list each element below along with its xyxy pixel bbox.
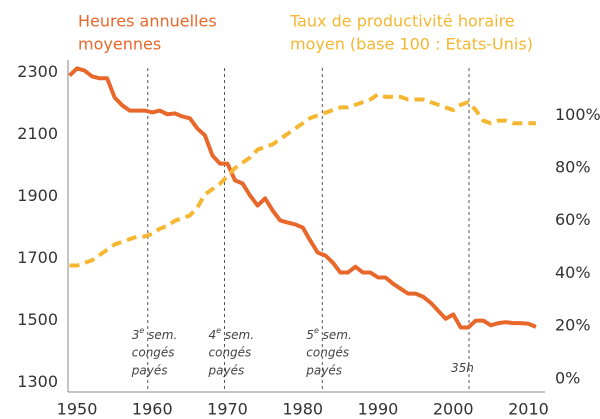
annotation-rest: sem. bbox=[221, 328, 254, 342]
annotation-label: 3e sem. bbox=[132, 326, 178, 342]
y-tick-label: 1700 bbox=[17, 248, 58, 267]
y2-tick-label: 80% bbox=[555, 158, 591, 177]
series-line bbox=[68, 66, 537, 330]
right-title: Taux de productivité horaire bbox=[289, 12, 515, 31]
x-tick-label: 2010 bbox=[508, 400, 549, 419]
annotation-sup: e bbox=[216, 326, 221, 335]
annotation-number: 4 bbox=[209, 328, 217, 342]
x-tick-label: 1990 bbox=[358, 400, 399, 419]
x-tick-label: 2000 bbox=[433, 400, 474, 419]
series-line bbox=[69, 92, 536, 268]
y2-tick-label: 20% bbox=[555, 316, 591, 335]
annotation-rest: sem. bbox=[144, 328, 177, 342]
annotation-number: 5 bbox=[306, 328, 314, 342]
left-title: moyennes bbox=[78, 35, 161, 54]
annotation-label: congés bbox=[209, 346, 252, 360]
annotation-label: 5e sem. bbox=[306, 326, 352, 342]
y2-tick-label: 100% bbox=[555, 105, 600, 124]
y2-tick-label: 40% bbox=[555, 263, 591, 282]
annotation-label: payés bbox=[208, 364, 245, 378]
y-tick-label: 1300 bbox=[17, 372, 58, 391]
annotation-label: 35h bbox=[451, 361, 474, 375]
x-tick-label: 1970 bbox=[207, 400, 248, 419]
annotation-label: 4e sem. bbox=[209, 326, 255, 342]
annotation-number: 35h bbox=[451, 361, 474, 375]
x-tick-label: 1980 bbox=[282, 400, 323, 419]
y-tick-label: 2100 bbox=[17, 124, 58, 143]
annotation-label: payés bbox=[131, 364, 168, 378]
y2-tick-label: 0% bbox=[555, 368, 580, 387]
annotation-label: payés bbox=[305, 364, 342, 378]
annotation-label: congés bbox=[306, 346, 349, 360]
left-title: Heures annuelles bbox=[78, 12, 217, 31]
x-tick-label: 1960 bbox=[132, 400, 173, 419]
y-tick-label: 2300 bbox=[17, 62, 58, 81]
y-tick-label: 1900 bbox=[17, 186, 58, 205]
right-title: moyen (base 100 : Etats-Unis) bbox=[290, 35, 533, 54]
y2-tick-label: 60% bbox=[555, 210, 591, 229]
annotation-sup: e bbox=[314, 326, 319, 335]
annotation-rest: sem. bbox=[319, 328, 352, 342]
annotation-label: congés bbox=[132, 346, 175, 360]
y-tick-label: 1500 bbox=[17, 310, 58, 329]
annotation-sup: e bbox=[139, 326, 144, 335]
annotation-number: 3 bbox=[132, 328, 140, 342]
x-tick-label: 1950 bbox=[57, 400, 98, 419]
